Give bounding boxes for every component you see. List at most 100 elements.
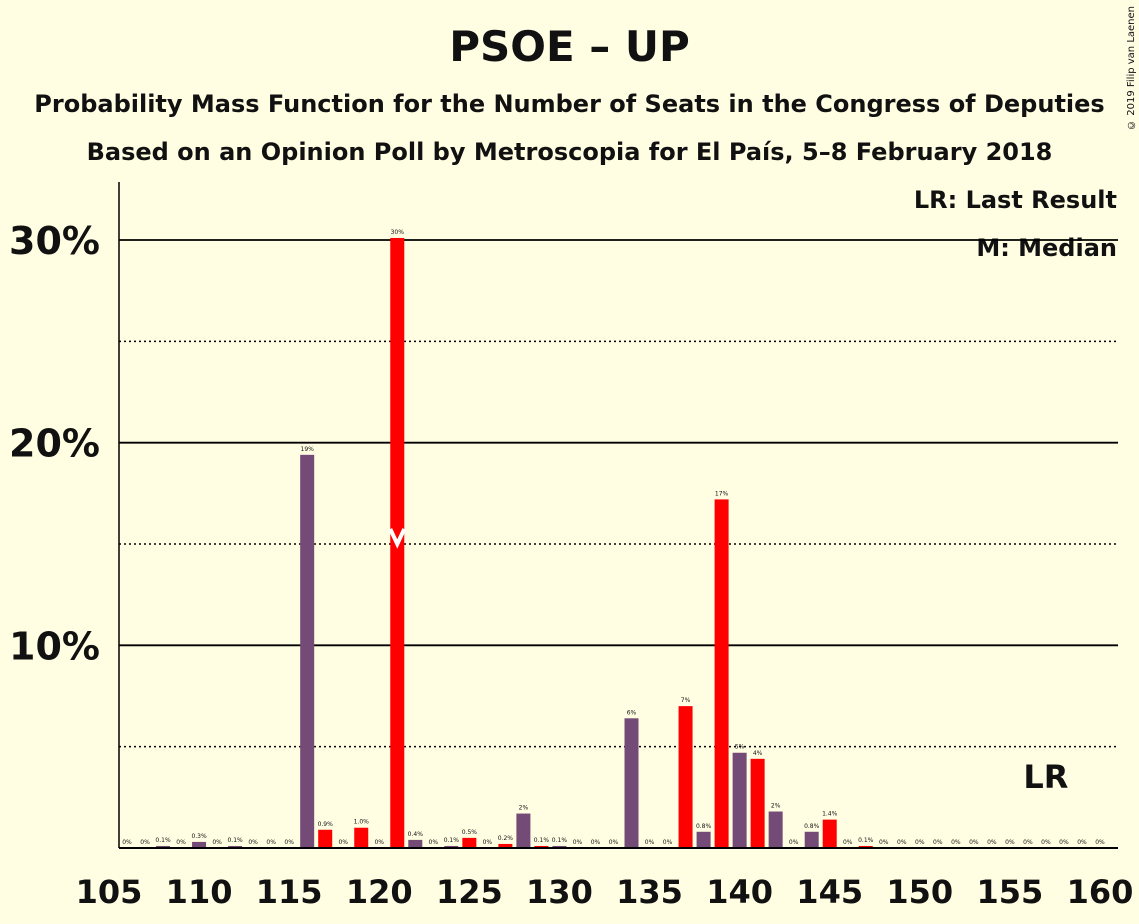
bar-label-160: 0% bbox=[1095, 839, 1105, 846]
chart-source-line: Based on an Opinion Poll by Metroscopia … bbox=[86, 138, 1053, 166]
bar-seats-130 bbox=[552, 845, 567, 848]
bar-seats-117 bbox=[318, 829, 333, 848]
y-tick-label: 10% bbox=[9, 624, 100, 668]
bar-label-113: 0% bbox=[248, 839, 258, 846]
bar-label-122: 0.4% bbox=[408, 831, 424, 838]
bar-label-131: 0% bbox=[573, 839, 583, 846]
x-tick-label: 120 bbox=[346, 873, 413, 911]
legend-median: M: Median bbox=[976, 234, 1117, 262]
bar-seats-139 bbox=[714, 499, 729, 848]
bar-seats-108 bbox=[156, 845, 171, 848]
bar-labels-group: 0% 0% 0.1% 0% 0.3% 0% 0.1% 0% 0% 0% 19% 0.9% 0% 1.0% 0… bbox=[122, 229, 1105, 846]
bar-label-136: 0% bbox=[663, 839, 673, 846]
x-tick-label: 130 bbox=[526, 873, 593, 911]
bar-label-145: 1.4% bbox=[822, 811, 838, 818]
y-tick-labels: 10% 20% 30% bbox=[9, 219, 100, 668]
bar-seats-145 bbox=[822, 819, 837, 848]
x-tick-label: 105 bbox=[76, 873, 143, 911]
bar-label-114: 0% bbox=[266, 839, 276, 846]
bar-seats-134 bbox=[624, 718, 639, 848]
bar-label-107: 0% bbox=[140, 839, 150, 846]
bar-label-109: 0% bbox=[176, 839, 186, 846]
bar-seats-137 bbox=[678, 706, 693, 848]
x-tick-label: 110 bbox=[166, 873, 233, 911]
x-tick-label: 155 bbox=[976, 873, 1043, 911]
bar-label-153: 0% bbox=[969, 839, 979, 846]
bar-seats-119 bbox=[354, 827, 369, 848]
bar-seats-140 bbox=[732, 752, 747, 848]
bar-label-125: 0.5% bbox=[462, 829, 478, 836]
bar-label-112: 0.1% bbox=[227, 837, 243, 844]
axes-group bbox=[118, 182, 1118, 849]
x-tick-label: 135 bbox=[616, 873, 683, 911]
bars-group bbox=[156, 237, 873, 848]
x-tick-label: 145 bbox=[796, 873, 863, 911]
chart-title: PSOE – UP bbox=[449, 22, 690, 71]
bar-label-106: 0% bbox=[122, 839, 132, 846]
x-tick-label: 150 bbox=[886, 873, 953, 911]
bar-label-130: 0.1% bbox=[552, 837, 568, 844]
bar-label-148: 0% bbox=[879, 839, 889, 846]
bar-label-110: 0.3% bbox=[191, 833, 207, 840]
bar-label-119: 1.0% bbox=[354, 819, 370, 826]
bar-label-133: 0% bbox=[609, 839, 619, 846]
bar-label-135: 0% bbox=[645, 839, 655, 846]
bar-seats-124 bbox=[444, 845, 459, 848]
bar-label-115: 0% bbox=[284, 839, 294, 846]
last-result-marker: LR bbox=[1023, 758, 1068, 796]
bar-label-132: 0% bbox=[591, 839, 601, 846]
bar-label-138: 0.8% bbox=[696, 823, 712, 830]
bar-label-141: 4% bbox=[753, 750, 763, 757]
markers-group: LR bbox=[388, 528, 1068, 796]
bar-label-117: 0.9% bbox=[318, 821, 334, 828]
bar-label-129: 0.1% bbox=[534, 837, 550, 844]
bar-label-108: 0.1% bbox=[155, 837, 171, 844]
bar-seats-110 bbox=[192, 841, 207, 848]
gridlines bbox=[119, 239, 1118, 748]
bar-seats-127 bbox=[498, 843, 513, 848]
legend-last-result: LR: Last Result bbox=[913, 186, 1117, 214]
x-tick-labels: 105 110 115 120 125 130 135 140 145 150 155 160 bbox=[76, 873, 1134, 911]
y-tick-label: 20% bbox=[9, 422, 100, 466]
y-tick-label: 30% bbox=[9, 219, 100, 263]
bar-label-111: 0% bbox=[212, 839, 222, 846]
bar-seats-125 bbox=[462, 837, 477, 848]
bar-label-120: 0% bbox=[374, 839, 384, 846]
bar-label-118: 0% bbox=[338, 839, 348, 846]
bar-label-159: 0% bbox=[1077, 839, 1087, 846]
bar-label-134: 6% bbox=[627, 709, 637, 716]
chart-subtitle: Probability Mass Function for the Number… bbox=[34, 90, 1105, 118]
bar-seats-142 bbox=[768, 811, 783, 848]
bar-label-137: 7% bbox=[681, 697, 691, 704]
bar-seats-128 bbox=[516, 813, 531, 848]
bar-label-157: 0% bbox=[1041, 839, 1051, 846]
bar-label-146: 0% bbox=[843, 839, 853, 846]
bar-label-121: 30% bbox=[391, 229, 405, 236]
x-tick-label: 115 bbox=[256, 873, 323, 911]
bar-label-143: 0% bbox=[789, 839, 799, 846]
bar-label-142: 2% bbox=[771, 803, 781, 810]
bar-seats-141 bbox=[750, 758, 765, 848]
bar-label-150: 0% bbox=[915, 839, 925, 846]
bar-seats-116 bbox=[300, 454, 315, 848]
bar-label-151: 0% bbox=[933, 839, 943, 846]
bar-label-149: 0% bbox=[897, 839, 907, 846]
bar-label-128: 2% bbox=[519, 805, 529, 812]
bar-label-152: 0% bbox=[951, 839, 961, 846]
bar-label-154: 0% bbox=[987, 839, 997, 846]
x-tick-label: 160 bbox=[1067, 873, 1134, 911]
bar-label-127: 0.2% bbox=[498, 835, 514, 842]
bar-label-126: 0% bbox=[483, 839, 493, 846]
bar-label-140: 5% bbox=[735, 744, 745, 751]
bar-label-156: 0% bbox=[1023, 839, 1033, 846]
bar-label-116: 19% bbox=[301, 446, 315, 453]
bar-seats-144 bbox=[804, 831, 819, 848]
bar-label-123: 0% bbox=[429, 839, 439, 846]
bar-label-147: 0.1% bbox=[858, 837, 874, 844]
bar-label-144: 0.8% bbox=[804, 823, 820, 830]
bar-seats-129 bbox=[534, 845, 549, 848]
x-tick-label: 125 bbox=[436, 873, 503, 911]
bar-seats-138 bbox=[696, 831, 711, 848]
bar-label-155: 0% bbox=[1005, 839, 1015, 846]
